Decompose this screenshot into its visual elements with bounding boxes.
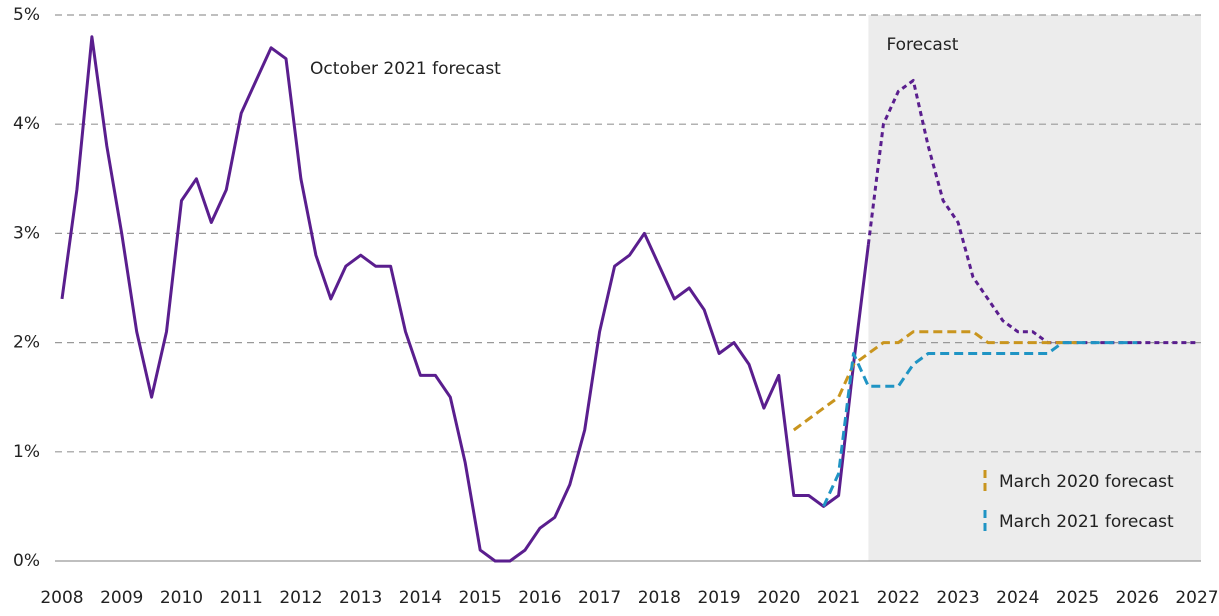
x-tick-label: 2023 bbox=[936, 588, 979, 608]
legend-label: March 2020 forecast bbox=[999, 472, 1174, 492]
forecast-label: Forecast bbox=[886, 35, 958, 55]
x-tick-label: 2016 bbox=[518, 588, 561, 608]
x-tick-label: 2011 bbox=[220, 588, 263, 608]
x-tick-label: 2026 bbox=[1116, 588, 1159, 608]
y-tick-label: 4% bbox=[13, 114, 40, 134]
x-tick-label: 2024 bbox=[996, 588, 1039, 608]
x-tick-label: 2009 bbox=[100, 588, 143, 608]
series-annotation: October 2021 forecast bbox=[310, 59, 501, 79]
x-tick-label: 2010 bbox=[160, 588, 203, 608]
y-tick-label: 1% bbox=[13, 442, 40, 462]
x-tick-label: 2015 bbox=[459, 588, 502, 608]
x-tick-label: 2012 bbox=[279, 588, 322, 608]
y-tick-label: 3% bbox=[13, 223, 40, 243]
x-tick-label: 2014 bbox=[399, 588, 442, 608]
y-tick-label: 5% bbox=[13, 5, 40, 25]
x-tick-label: 2008 bbox=[40, 588, 83, 608]
x-tick-label: 2027 bbox=[1175, 588, 1218, 608]
y-tick-label: 2% bbox=[13, 333, 40, 353]
series-line bbox=[60, 35, 870, 563]
series-line bbox=[866, 79, 1197, 345]
y-tick-label: 0% bbox=[13, 551, 40, 571]
legend-label: March 2021 forecast bbox=[999, 512, 1174, 532]
x-tick-label: 2025 bbox=[1056, 588, 1099, 608]
x-tick-label: 2020 bbox=[757, 588, 800, 608]
x-tick-label: 2018 bbox=[638, 588, 681, 608]
x-tick-label: 2017 bbox=[578, 588, 621, 608]
x-tick-label: 2022 bbox=[877, 588, 920, 608]
series-line bbox=[822, 341, 1138, 508]
x-tick-label: 2021 bbox=[817, 588, 860, 608]
x-tick-label: 2013 bbox=[339, 588, 382, 608]
series-line bbox=[792, 330, 1078, 432]
forecast-region bbox=[868, 15, 1201, 561]
x-tick-label: 2019 bbox=[697, 588, 740, 608]
